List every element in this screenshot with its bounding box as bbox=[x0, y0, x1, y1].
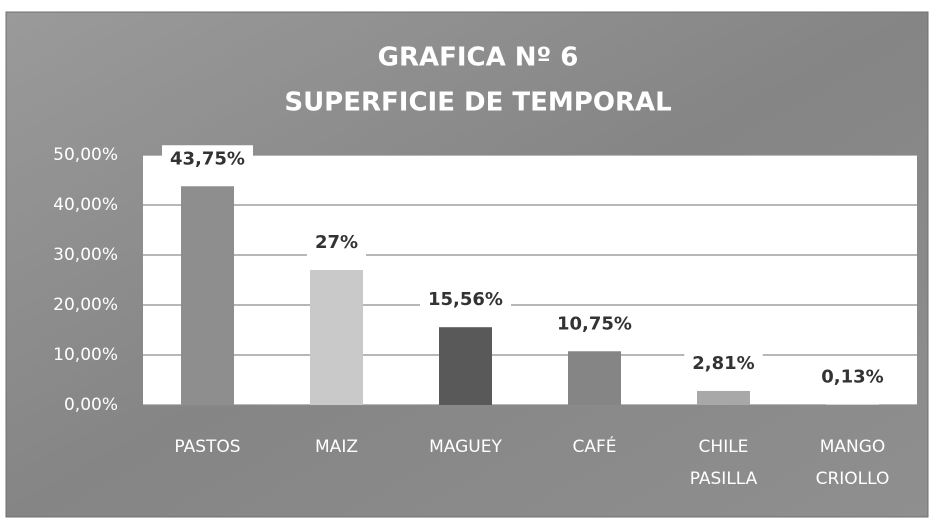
data-label-background bbox=[549, 310, 640, 339]
bar bbox=[181, 186, 234, 405]
x-tick-label: CHILE PASILLA bbox=[690, 437, 758, 489]
bar bbox=[826, 404, 879, 405]
y-tick-label: 20,00% bbox=[53, 295, 118, 315]
data-label-background bbox=[162, 145, 253, 174]
data-label-background bbox=[420, 286, 511, 315]
data-label-background bbox=[306, 229, 367, 257]
y-tick-label: 0,00% bbox=[64, 395, 118, 415]
bar bbox=[568, 351, 621, 405]
plot-area bbox=[143, 155, 917, 405]
data-label: 10,75% bbox=[557, 313, 632, 334]
y-tick-label: 10,00% bbox=[53, 345, 118, 365]
x-tick-label: MANGO CRIOLLO bbox=[816, 437, 890, 489]
data-label-background bbox=[813, 363, 892, 392]
y-tick-label: 50,00% bbox=[53, 145, 118, 165]
bar bbox=[697, 390, 750, 405]
data-label-background bbox=[684, 349, 763, 378]
bar bbox=[310, 270, 363, 405]
y-tick-label: 40,00% bbox=[53, 195, 118, 215]
x-tick-label: CAFÉ bbox=[572, 435, 616, 457]
data-label: 43,75% bbox=[170, 148, 245, 169]
data-label: 0,13% bbox=[821, 366, 883, 387]
x-tick-label: MAGUEY bbox=[429, 437, 502, 457]
data-label: 15,56% bbox=[428, 289, 503, 310]
y-tick-label: 30,00% bbox=[53, 245, 118, 265]
x-tick-label: MAIZ bbox=[315, 437, 358, 457]
chart-title: GRAFICA Nº 6 bbox=[378, 43, 579, 73]
data-label: 27% bbox=[315, 232, 358, 253]
data-label: 2,81% bbox=[692, 353, 754, 374]
x-tick-label: PASTOS bbox=[174, 437, 240, 457]
bar bbox=[439, 327, 492, 405]
chart-subtitle: SUPERFICIE DE TEMPORAL bbox=[284, 88, 671, 118]
